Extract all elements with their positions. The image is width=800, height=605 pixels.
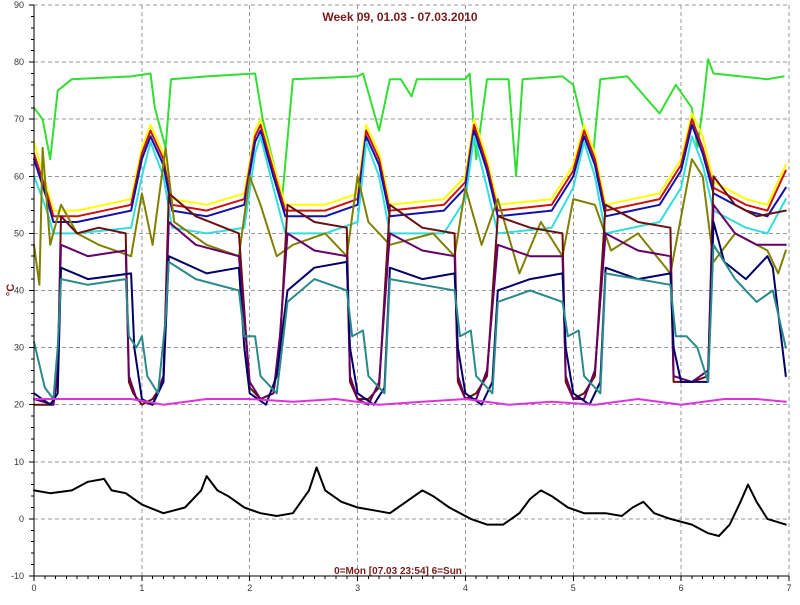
series-line-1 xyxy=(33,58,785,201)
y-tick-label: 0 xyxy=(19,514,24,524)
x-tick-label: 2 xyxy=(247,583,252,593)
series-line-2 xyxy=(33,112,787,212)
series-line-3 xyxy=(33,118,787,218)
y-tick-label: 60 xyxy=(14,171,24,181)
y-tick-label: 50 xyxy=(14,228,24,238)
y-tick-label: 10 xyxy=(14,457,24,467)
series-line-12 xyxy=(33,466,787,537)
y-tick-label: 80 xyxy=(14,57,24,67)
y-tick-label: 30 xyxy=(14,343,24,353)
series-line-4 xyxy=(33,123,787,223)
x-tick-label: 0 xyxy=(31,583,36,593)
series-line-5 xyxy=(33,135,787,235)
x-tick-label: 4 xyxy=(463,583,468,593)
chart-title: Week 09, 01.03 - 07.03.2010 xyxy=(322,10,478,24)
y-tick-label: -10 xyxy=(11,571,24,581)
x-tick-label: 3 xyxy=(355,583,360,593)
y-tick-label: 20 xyxy=(14,400,24,410)
axis-layer: -10 0 10 20 30 40 50 60 70 80 90 0 1 2 3 4 5 6 7 xyxy=(11,0,792,593)
chart-footer-legend: 0=Mon [07.03 23:54] 6=Sun xyxy=(334,566,462,577)
x-tick-label: 7 xyxy=(786,583,791,593)
x-tick-label: 5 xyxy=(571,583,576,593)
y-tick-label: 70 xyxy=(14,114,24,124)
y-tick-label: 40 xyxy=(14,286,24,296)
y-axis-label: °C xyxy=(5,284,17,296)
x-tick-label: 1 xyxy=(139,583,144,593)
series-line-11 xyxy=(33,398,787,406)
series-line-9 xyxy=(33,221,787,406)
series-layer xyxy=(33,58,787,537)
y-tick-label: 90 xyxy=(14,0,24,10)
series-line-10 xyxy=(33,243,787,400)
x-tick-label: 6 xyxy=(679,583,684,593)
